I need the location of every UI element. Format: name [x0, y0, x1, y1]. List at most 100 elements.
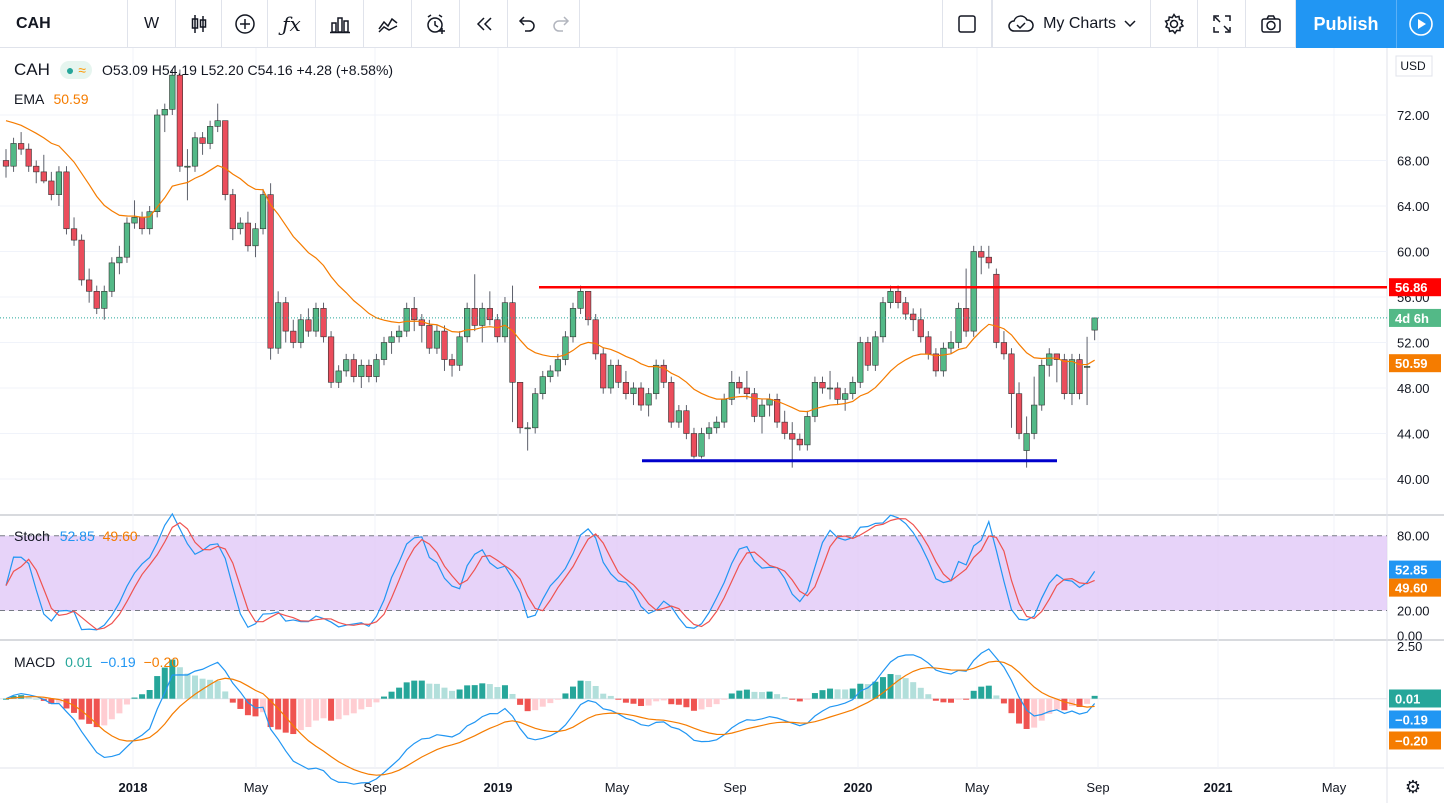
macd-hist-bar — [547, 698, 554, 704]
candle-body — [237, 222, 244, 230]
candle-body — [78, 239, 85, 281]
symbol-search-button[interactable]: CAH — [0, 0, 128, 48]
candle-body — [70, 228, 78, 241]
macd-hist-bar — [993, 695, 1000, 699]
macd-hist-bar — [25, 696, 32, 699]
candle-body — [1015, 393, 1023, 434]
candle-body — [10, 143, 17, 167]
candle-body — [380, 342, 388, 360]
candle-body — [894, 291, 902, 303]
candle-body — [917, 319, 924, 338]
macd-line-value: −0.19 — [100, 654, 136, 670]
interval-button[interactable]: W — [128, 0, 176, 48]
candle-body — [751, 393, 758, 417]
macd-legend[interactable]: MACD 0.01 −0.19 −0.20 — [14, 654, 179, 670]
macd-hist-bar — [328, 698, 335, 721]
ema-legend[interactable]: EMA 50.59 — [14, 91, 89, 107]
alert-button[interactable] — [412, 0, 460, 48]
macd-hist-bar — [176, 667, 183, 699]
snapshot-button[interactable] — [1246, 0, 1296, 48]
candle-body — [448, 359, 456, 366]
macd-hist-bar — [675, 698, 682, 705]
layout-button[interactable] — [942, 0, 993, 48]
macd-hist-bar — [1091, 695, 1098, 699]
ema-line — [5, 120, 1095, 413]
candle-body — [758, 404, 766, 417]
candle-body — [978, 251, 985, 258]
macd-hist-bar — [312, 698, 319, 721]
add-indicator-button[interactable] — [222, 0, 268, 48]
candle-body — [985, 256, 992, 264]
redo-button[interactable] — [544, 0, 580, 48]
publish-button[interactable]: Publish — [1296, 0, 1396, 48]
templates-button[interactable] — [316, 0, 364, 48]
chart-canvas[interactable]: 2018 May Sep 2019 May Sep 2020 May Sep 2021 May ⚙ US… — [0, 48, 1444, 803]
stoch-band — [0, 535, 1387, 611]
candle-body — [864, 342, 871, 366]
y-tick-label: 44.00 — [1397, 427, 1430, 442]
macd-hist-bar — [1038, 698, 1045, 721]
redo-icon — [552, 15, 569, 32]
gear-icon — [1164, 13, 1185, 35]
macd-hist-bar — [1061, 698, 1068, 711]
legend-status-badge[interactable]: ● ≈ — [59, 61, 92, 79]
play-button[interactable] — [1396, 0, 1444, 48]
candle-body — [811, 382, 819, 417]
indicators-button[interactable]: ƒx — [268, 0, 316, 48]
stoch-d-badge-label: 49.60 — [1395, 581, 1428, 596]
macd-signal-line — [5, 660, 1095, 776]
macd-line-badge — [1389, 710, 1441, 729]
x-tick-label: May — [1322, 780, 1347, 795]
candle-body — [176, 74, 183, 167]
chart-type-button[interactable] — [176, 0, 222, 48]
candle-body — [1000, 342, 1008, 355]
macd-hist-bar — [48, 698, 55, 704]
candle-body — [403, 308, 410, 332]
candle-body — [970, 251, 977, 332]
my-charts-button[interactable]: My Charts — [992, 0, 1150, 48]
macd-hist-bar — [426, 683, 433, 699]
candles-icon — [191, 14, 206, 33]
macd-hist-bar — [93, 698, 100, 728]
candle-body — [509, 302, 516, 383]
candle-body — [660, 364, 667, 383]
macd-hist-bar — [653, 698, 660, 702]
macd-hist-bar — [350, 698, 357, 714]
fullscreen-button[interactable] — [1198, 0, 1246, 48]
candle-body — [396, 330, 403, 338]
candle-body — [365, 364, 372, 377]
candle-body — [184, 165, 191, 168]
replay-icon — [476, 16, 492, 31]
y-tick-label: 60.00 — [1397, 245, 1430, 260]
stoch-k-value: 52.85 — [59, 528, 95, 544]
candle-body — [259, 194, 267, 230]
macd-hist-bar — [282, 698, 289, 733]
undo-button[interactable] — [508, 0, 544, 48]
my-charts-label: My Charts — [1043, 15, 1116, 32]
macd-hist-bar — [214, 680, 221, 699]
candle-body — [789, 433, 796, 440]
candle-body — [154, 114, 161, 212]
stoch-y-tick-label: 0.00 — [1397, 629, 1422, 644]
replay-button[interactable] — [460, 0, 508, 48]
candle-body — [305, 319, 312, 332]
x-tick-label: 2018 — [119, 780, 148, 795]
macd-hist-bar — [660, 698, 667, 701]
candle-body — [1031, 404, 1038, 434]
candle-body — [690, 433, 698, 457]
candle-body — [743, 387, 750, 394]
candle-body — [834, 387, 841, 400]
macd-hist-bar — [449, 690, 456, 699]
macd-hist-bar — [668, 698, 675, 705]
stoch-legend[interactable]: Stoch 52.85 49.60 — [14, 528, 138, 544]
ema-price-badge — [1389, 354, 1441, 373]
macd-hist-bar — [3, 698, 9, 700]
x-tick-label: May — [244, 780, 269, 795]
macd-hist-bar — [728, 693, 735, 699]
macd-hist-bar — [1084, 698, 1091, 704]
macd-hist-bar — [721, 698, 728, 700]
settings-button[interactable] — [1150, 0, 1198, 48]
compare-button[interactable] — [364, 0, 412, 48]
candle-body — [486, 308, 493, 321]
macd-hist-bar — [244, 698, 251, 716]
